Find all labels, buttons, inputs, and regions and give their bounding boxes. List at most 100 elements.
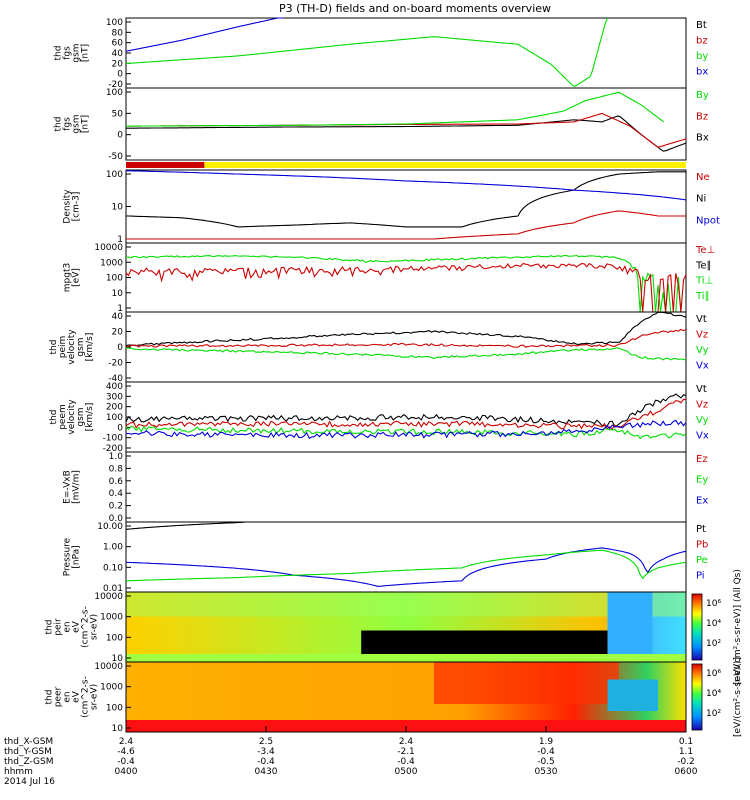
legend-label: Pt (696, 524, 706, 535)
ytick-label: -200 (103, 444, 124, 454)
ylabel-line: E=-VxB (63, 470, 73, 504)
series-line-Vt (125, 393, 687, 428)
legend-label: Te∥ (695, 260, 712, 271)
panel-frame (125, 521, 687, 593)
series-line-Pe (126, 549, 687, 582)
ytick-label: 10 (112, 289, 124, 299)
legend-label: Vz (696, 400, 708, 411)
ylabel-line: thd (49, 410, 59, 425)
ytick-label: -20 (108, 359, 123, 369)
ytick-label: 1 (117, 304, 123, 314)
legend-label: Ti∥ (695, 291, 710, 302)
ylabel: mpgt3[eV] (63, 263, 82, 292)
xaxis-row-label: thd_Y-GSM (4, 747, 52, 757)
colorbar-tick-label: 10² (706, 709, 721, 719)
xaxis-row-label: thd_X-GSM (4, 737, 53, 747)
ytick-label: 300 (106, 392, 123, 402)
colorbar-tick-label: 10⁴ (706, 619, 721, 629)
ylabel-line: eV (72, 690, 82, 703)
legend-label: bx (696, 67, 708, 78)
series-line-Vz (125, 398, 686, 430)
legend-label: Bx (696, 133, 709, 144)
ytick-label: 10000 (94, 243, 123, 253)
legend-label: Vx (696, 361, 709, 372)
legend-label: Vt (696, 314, 707, 325)
legend-label: Te⊥ (695, 245, 715, 256)
ylabel-line: en (63, 621, 73, 632)
xaxis-value: 1.9 (539, 737, 554, 747)
xaxis-value: -0.4 (397, 757, 415, 767)
ylabel-line: mpgt3 (63, 263, 73, 292)
ytick-label: 10000 (94, 592, 123, 602)
ytick-label: 100 (106, 18, 123, 28)
colorbar-tick-label: 10² (706, 639, 721, 649)
ytick-label: 10000 (94, 662, 123, 672)
legend-label: Bz (696, 111, 708, 122)
ylabel: thdpeereneV(cm^2-s-sr-eV) (45, 676, 100, 718)
xaxis-value: 2.4 (119, 737, 134, 747)
ylabel-line: gsm (76, 337, 86, 356)
series-line-Pi (125, 547, 687, 587)
ylabel: Pressure[nPa] (63, 537, 82, 576)
legend-label: Pe (696, 555, 708, 566)
series-line-Ti (125, 254, 686, 313)
ytick-label: 10 (112, 724, 124, 734)
ylabel: E=-VxB[mV/m] (63, 470, 82, 504)
xaxis-value: -4.6 (117, 747, 135, 757)
xaxis-value: 2.4 (399, 737, 414, 747)
ytick-label: 20 (112, 328, 124, 338)
xaxis-date: 2014 Jul 16 (4, 777, 55, 787)
legend-label: bz (696, 36, 708, 47)
xaxis-value: -2.1 (397, 747, 415, 757)
ylabel-line: [eV] (72, 268, 82, 287)
ylabel-line: gsm (72, 43, 82, 62)
ytick-label: 100 (106, 274, 123, 284)
xaxis-value: -0.5 (537, 757, 555, 767)
series-line-Bx (126, 115, 687, 152)
series-line-Vy (125, 347, 687, 361)
colorbar-tick-label: 10⁴ (706, 689, 721, 699)
ylabel-line: [cm-3] (72, 192, 82, 222)
ytick-label: 1.00 (103, 543, 123, 553)
xaxis-value: -0.4 (117, 757, 135, 767)
ylabel-line: [km/s] (85, 403, 95, 432)
spectrogram-band-upper (126, 592, 686, 617)
ylabel-line: peem (58, 404, 68, 430)
xaxis-value: 0600 (675, 767, 698, 777)
ytick-label: 0.6 (109, 477, 124, 487)
ytick-label: 40 (112, 312, 124, 322)
ytick-label: 50 (112, 109, 124, 119)
ytick-label: 1000 (100, 613, 123, 623)
ytick-label: 400 (106, 382, 123, 392)
ylabel-line: (cm^2-s- (81, 606, 91, 648)
series-line-Vt (125, 311, 687, 347)
panel-frame (125, 451, 687, 523)
ylabel-line: Density (63, 189, 73, 224)
ytick-label: 10.00 (97, 522, 123, 532)
ylabel-line: [nT] (81, 44, 91, 62)
ylabel-line: peim (58, 336, 68, 359)
legend-label: Vz (696, 330, 708, 341)
ylabel-line: sr-eV) (90, 684, 100, 710)
series-line-Ni (126, 171, 686, 228)
legend-label: Ti⊥ (695, 276, 713, 287)
legend-label: Vy (696, 345, 709, 356)
spectrogram-red-region (434, 662, 619, 704)
colorbar-tick-label: 10⁶ (706, 669, 721, 679)
xaxis-value: 2.5 (259, 737, 273, 747)
x-axis-annotation: thd_X-GSM 2.4 2.5 2.4 1.9 0.1 thd_Y-GSM -4.6 -3.… (4, 726, 698, 787)
ylabel: thdpeimvelocitygsm[km/s] (49, 329, 95, 365)
ylabel-line: thd (45, 620, 55, 635)
ytick-label: 1 (117, 235, 123, 245)
ylabel: thdfgsgsm[nT] (54, 43, 91, 62)
ylabel-line: thd (49, 340, 59, 355)
ytick-label: 10 (112, 654, 124, 664)
series-line-by (125, 17, 609, 88)
ytick-label: 0 (117, 423, 123, 433)
legend-label: by (696, 51, 708, 62)
panels-group: 100806040200-20thdfgsgsm[nT]Btbzbybx1005… (45, 17, 743, 737)
ylabel-line: fgs (63, 117, 73, 131)
xaxis-value: -0.4 (537, 747, 555, 757)
ytick-label: 60 (112, 39, 124, 49)
xaxis-value: 0530 (535, 767, 558, 777)
